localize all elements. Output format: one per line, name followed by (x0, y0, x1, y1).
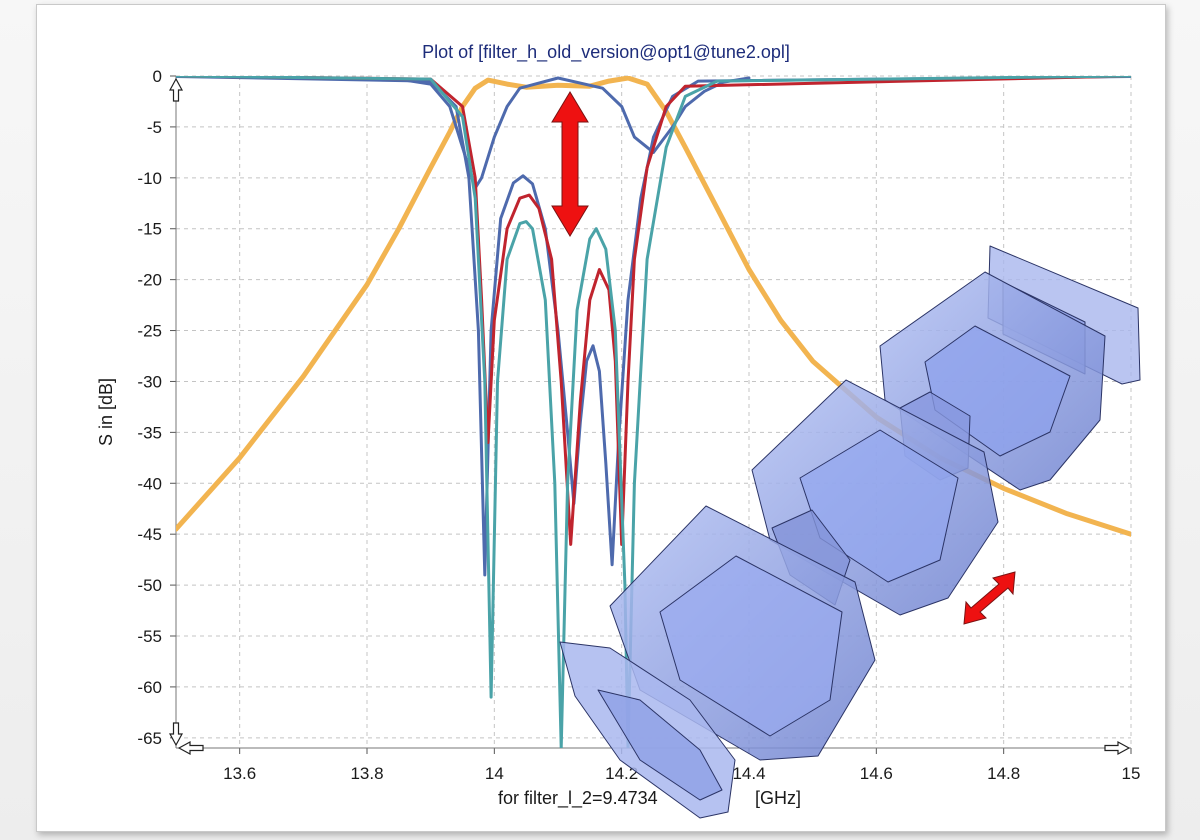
x-tick-label: 14.4 (732, 764, 765, 783)
y-tick-label: -30 (137, 372, 162, 391)
y-tick-label: -60 (137, 678, 162, 697)
y-tick-label: -10 (137, 169, 162, 188)
x-tick-label: 15 (1122, 764, 1141, 783)
y-tick-label: -5 (147, 118, 162, 137)
y-tick-labels: 0 -5 -10 -15 -20 -25 -30 -35 -40 -45 -50 -55 -60 -65 (137, 67, 176, 748)
x-tick-label: 13.8 (350, 764, 383, 783)
x-tick-label: 14.6 (860, 764, 893, 783)
y-tick-label: -50 (137, 576, 162, 595)
y-axis-label: S in [dB] (96, 378, 116, 446)
x-axis-arrow-left-icon[interactable] (177, 740, 204, 756)
x-tick-label: 14.8 (987, 764, 1020, 783)
y-tick-label: -20 (137, 271, 162, 290)
x-tick-label: 14 (485, 764, 504, 783)
x-tick-labels: 13.6 13.8 14 14.2 14.4 14.6 14.8 15 (223, 748, 1140, 783)
y-tick-label: -45 (137, 525, 162, 544)
waveguide-filter-3d-icon (559, 245, 1141, 819)
x-axis-arrow-right-icon[interactable] (1104, 740, 1131, 756)
tuning-arrow-diagonal-icon (963, 571, 1016, 625)
x-axis-label-left: for filter_l_2=9.4734 (498, 788, 658, 809)
x-axis-label: for filter_l_2=9.4734 [GHz] (498, 788, 801, 809)
y-axis-arrow-up-icon[interactable] (168, 77, 184, 102)
y-tick-label: -15 (137, 220, 162, 239)
y-tick-label: -35 (137, 423, 162, 442)
tuning-arrow-vertical-icon (551, 91, 589, 237)
x-tick-label: 13.6 (223, 764, 256, 783)
y-tick-label: 0 (153, 67, 162, 86)
x-axis-label-right: [GHz] (755, 788, 801, 808)
y-tick-label: -65 (137, 729, 162, 748)
y-tick-label: -25 (137, 322, 162, 341)
x-tick-label: 14.2 (605, 764, 638, 783)
series-line-5 (176, 76, 1131, 748)
y-tick-label: -55 (137, 627, 162, 646)
y-tick-label: -40 (137, 474, 162, 493)
chart-title: Plot of [filter_h_old_version@opt1@tune2… (422, 42, 790, 63)
y-axis-arrow-down-icon[interactable] (168, 722, 184, 747)
